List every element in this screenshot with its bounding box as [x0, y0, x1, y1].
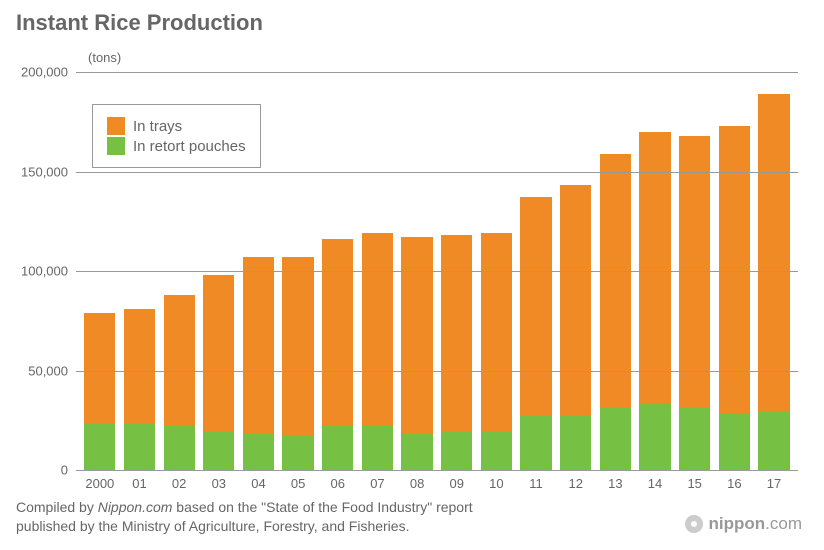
legend-swatch-icon [107, 117, 125, 135]
bar-segment [520, 416, 551, 470]
chart-title: Instant Rice Production [16, 10, 263, 36]
bar-segment [401, 434, 432, 470]
bar-segment [679, 136, 710, 409]
x-tick-label: 08 [410, 476, 424, 491]
bar-segment [481, 233, 512, 432]
bar-segment [124, 309, 155, 424]
bar-segment [441, 235, 472, 432]
gridline [76, 172, 798, 173]
y-axis-unit: (tons) [88, 50, 121, 65]
legend-item: In trays [107, 117, 246, 135]
bar-segment [243, 434, 274, 470]
source-footer: Compiled by Nippon.com based on the "Sta… [16, 498, 473, 536]
bar-segment [84, 424, 115, 470]
bar-segment [164, 426, 195, 470]
x-tick-label: 17 [767, 476, 781, 491]
bar-segment [719, 414, 750, 470]
bar-segment [600, 408, 631, 470]
y-tick-label: 0 [61, 463, 68, 478]
bar-segment [639, 132, 670, 405]
legend-box: In trays In retort pouches [92, 104, 261, 168]
x-tick-label: 07 [370, 476, 384, 491]
legend-item: In retort pouches [107, 137, 246, 155]
bar-segment [758, 94, 789, 412]
bar-segment [164, 295, 195, 426]
bar-segment [401, 237, 432, 434]
footer-text: published by the Ministry of Agriculture… [16, 518, 409, 534]
brand-logo: nippon.com [685, 514, 803, 534]
bar-segment [84, 313, 115, 424]
bar-segment [203, 275, 234, 432]
bar-segment [758, 412, 789, 470]
bar-segment [203, 432, 234, 470]
bar-segment [441, 432, 472, 470]
x-tick-label: 14 [648, 476, 662, 491]
gridline [76, 271, 798, 272]
x-tick-label: 04 [251, 476, 265, 491]
bar-segment [243, 257, 274, 434]
legend-label: In trays [133, 118, 182, 135]
x-tick-label: 09 [450, 476, 464, 491]
bar-segment [282, 257, 313, 436]
bar-segment [639, 404, 670, 470]
y-tick-label: 200,000 [21, 65, 68, 80]
bar-segment [679, 408, 710, 470]
bar-segment [282, 436, 313, 470]
x-tick-label: 12 [568, 476, 582, 491]
gridline [76, 470, 798, 471]
bar-segment [322, 239, 353, 426]
bar-segment [124, 424, 155, 470]
x-tick-label: 02 [172, 476, 186, 491]
x-tick-label: 13 [608, 476, 622, 491]
bar-segment [362, 233, 393, 426]
legend-label: In retort pouches [133, 138, 246, 155]
x-tick-label: 11 [529, 476, 543, 491]
bar-segment [481, 432, 512, 470]
x-tick-label: 06 [331, 476, 345, 491]
bar-segment [560, 185, 591, 416]
bar-segment [322, 426, 353, 470]
footer-text: based on the "State of the Food Industry… [172, 499, 472, 515]
legend-swatch-icon [107, 137, 125, 155]
brand-circle-icon [685, 515, 703, 533]
y-tick-label: 100,000 [21, 264, 68, 279]
bar-segment [520, 197, 551, 416]
gridline [76, 72, 798, 73]
x-tick-label: 15 [687, 476, 701, 491]
footer-italic: Nippon.com [98, 499, 173, 515]
brand-text: nippon.com [709, 514, 803, 534]
bar-segment [560, 416, 591, 470]
y-tick-label: 150,000 [21, 164, 68, 179]
bar-segment [362, 426, 393, 470]
x-tick-label: 2000 [85, 476, 114, 491]
x-tick-label: 03 [212, 476, 226, 491]
x-tick-label: 05 [291, 476, 305, 491]
y-tick-label: 50,000 [28, 363, 68, 378]
x-tick-label: 01 [132, 476, 146, 491]
x-tick-label: 10 [489, 476, 503, 491]
gridline [76, 371, 798, 372]
footer-text: Compiled by [16, 499, 98, 515]
x-tick-label: 16 [727, 476, 741, 491]
